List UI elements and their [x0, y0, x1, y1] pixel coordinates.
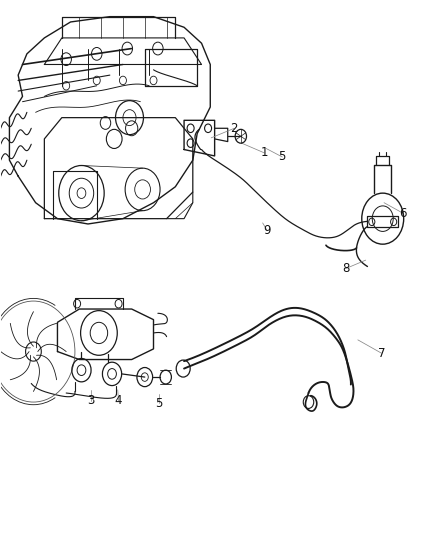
Text: 4: 4	[115, 394, 122, 408]
Text: 6: 6	[399, 207, 407, 220]
Text: 8: 8	[342, 262, 349, 275]
Text: 5: 5	[155, 397, 162, 410]
Text: 1: 1	[260, 146, 268, 159]
Text: 5: 5	[279, 150, 286, 164]
Text: 9: 9	[263, 224, 271, 237]
Text: 2: 2	[230, 122, 238, 135]
Text: 7: 7	[378, 346, 385, 360]
Text: 3: 3	[88, 394, 95, 408]
